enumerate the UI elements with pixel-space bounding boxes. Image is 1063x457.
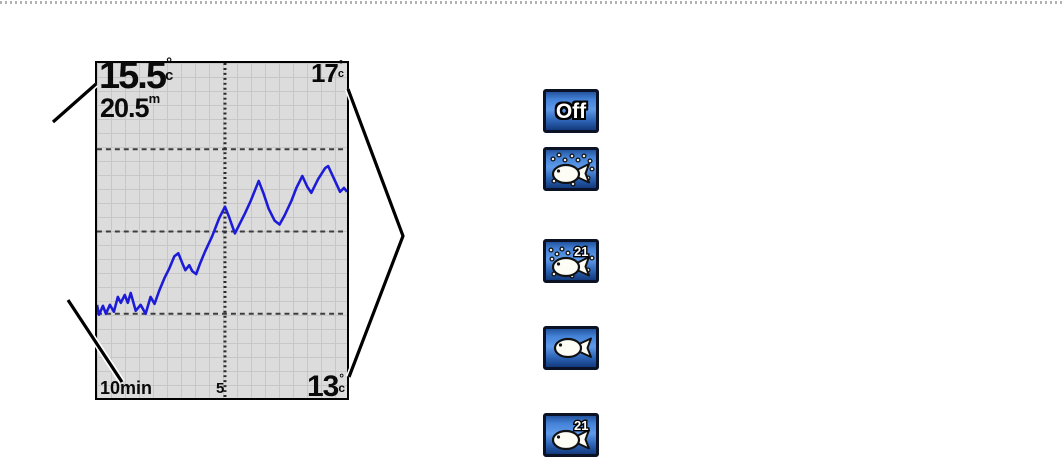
fish-with-bubbles-icon — [550, 152, 595, 187]
fish-symbols-option-depth-button[interactable]: 21 — [543, 413, 599, 457]
temperature-log-panel: 15.5 ° c 20.5m 17 ° c 13 ° c 10min 5 — [95, 56, 349, 403]
depth-unit: m — [148, 91, 161, 106]
current-temperature-value: 15.5 — [99, 55, 167, 97]
fish-symbols-option-background-depth-button[interactable]: 21 — [543, 239, 599, 283]
temperature-unit: ° c — [164, 55, 174, 84]
elapsed-time-label: 10min — [100, 378, 153, 398]
depth-reading: 20.5m — [100, 92, 160, 122]
temperature-log-chart — [97, 63, 347, 398]
mid-time-label: 5 — [216, 380, 225, 397]
callout-bracket-temperature-range — [346, 88, 405, 378]
fish-icon — [553, 337, 592, 359]
fish-with-bubbles-and-depth-icon: 21 — [548, 243, 595, 279]
temperature-scale-min: 13 ° c — [306, 370, 345, 403]
fish-symbols-option-plain-button[interactable] — [543, 326, 599, 370]
temperature-unit: ° c — [337, 59, 344, 80]
page-top-dotted-border — [0, 1, 1063, 4]
temperature-line — [97, 164, 347, 317]
current-temperature-reading: 15.5 ° c — [99, 55, 174, 97]
fish-symbols-option-background-button[interactable] — [543, 147, 599, 191]
depth-number-label: 21 — [574, 418, 588, 433]
depth-value: 20.5 — [100, 93, 150, 123]
off-label: Off — [555, 99, 587, 123]
depth-number-label: 21 — [574, 244, 588, 259]
fish-symbols-option-off-button[interactable]: Off — [543, 89, 599, 133]
temperature-scale-max: 17 ° c — [310, 58, 344, 88]
fish-with-depth-icon: 21 — [551, 417, 590, 451]
callout-line-temperature-reading — [51, 82, 98, 124]
temperature-unit: ° c — [338, 371, 345, 395]
